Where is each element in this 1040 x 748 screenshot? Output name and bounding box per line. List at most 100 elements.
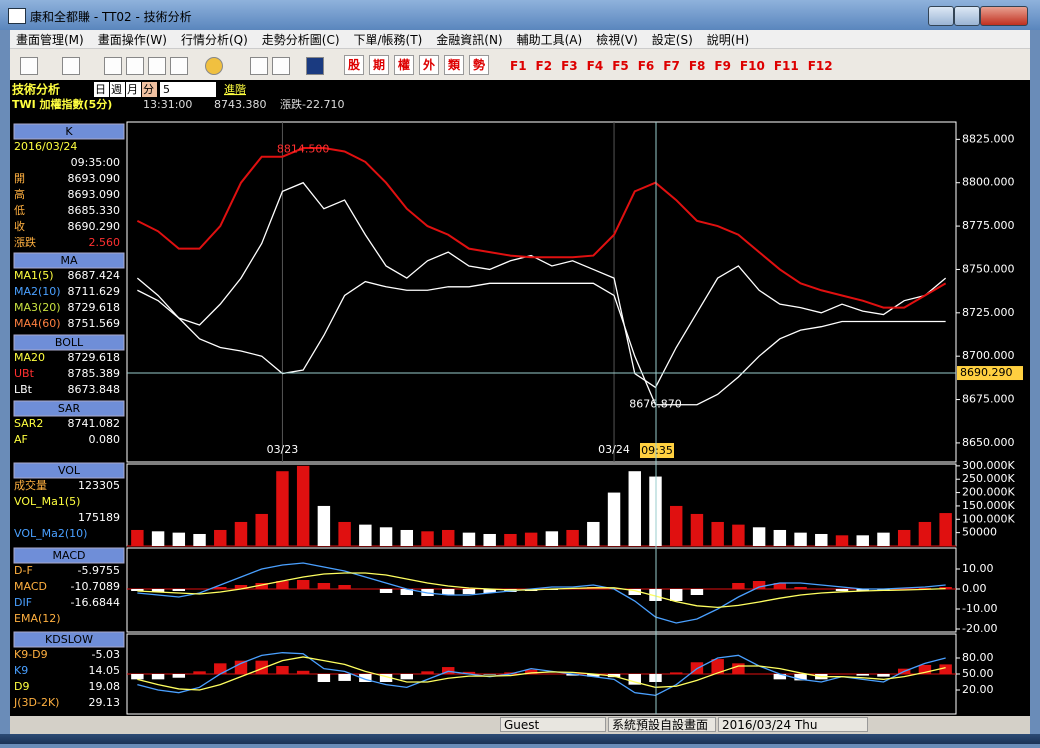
tool-icon[interactable]: [170, 57, 188, 75]
taskbar: [0, 734, 1040, 744]
bar: [628, 674, 641, 685]
status-datetime: 2016/03/24 Thu 14:12:27: [718, 717, 868, 747]
row-label: LBt: [14, 383, 33, 396]
y-tick-label: 250.000K: [962, 472, 1015, 485]
row-value: 8729.618: [68, 301, 121, 314]
close-button[interactable]: [980, 6, 1028, 26]
section-header: [13, 547, 125, 564]
menu-item[interactable]: 檢視(V): [596, 32, 638, 47]
market-button[interactable]: 外: [419, 55, 439, 75]
tool-icon[interactable]: [205, 57, 223, 75]
y-tick-label: 150.000K: [962, 499, 1015, 512]
panel-frame: [126, 547, 957, 633]
tool-icon[interactable]: [148, 57, 166, 75]
bar: [276, 666, 289, 674]
y-tick-label: 8675.000: [962, 393, 1015, 406]
bar: [773, 674, 787, 680]
bar: [255, 660, 268, 674]
minimize-button[interactable]: [928, 6, 954, 26]
bar: [877, 532, 890, 546]
menu-item[interactable]: 設定(S): [651, 32, 693, 47]
tool-icon[interactable]: [20, 57, 38, 75]
bar: [172, 589, 186, 591]
menu-item[interactable]: 走勢分析圖(C): [261, 32, 340, 47]
row-value: -10.7089: [71, 580, 120, 593]
row-value: 8673.848: [68, 383, 121, 396]
market-button[interactable]: 類: [444, 55, 464, 75]
menu-item[interactable]: 下單/帳務(T): [353, 32, 423, 47]
panel-frame: [126, 121, 957, 463]
interval-select[interactable]: 5: [163, 83, 170, 96]
bar: [359, 674, 372, 682]
menu-item[interactable]: 畫面管理(M): [16, 32, 84, 47]
row-label: MA2(10): [14, 285, 61, 298]
function-key[interactable]: F3: [561, 59, 578, 73]
bar: [918, 588, 932, 589]
period-button[interactable]: 分: [143, 83, 154, 96]
row-value: 8685.330: [68, 204, 121, 217]
bar: [214, 587, 227, 589]
menu-bar: 畫面管理(M) 畫面操作(W) 行情分析(Q) 走勢分析圖(C) 下單/帳務(T) 金融資…: [10, 30, 1030, 48]
tool-icon[interactable]: [306, 57, 324, 75]
bar: [669, 672, 683, 674]
function-key[interactable]: F2: [535, 59, 553, 73]
market-button[interactable]: 期: [369, 55, 389, 75]
function-key[interactable]: F8: [688, 59, 706, 73]
bar: [234, 521, 248, 546]
row-value: 8751.569: [68, 317, 121, 330]
function-key[interactable]: F6: [637, 59, 655, 73]
tool-icon[interactable]: [272, 57, 290, 75]
section-header: [13, 334, 125, 351]
row-label: 漲跌: [14, 235, 36, 249]
tool-icon[interactable]: [62, 57, 80, 75]
market-button[interactable]: 股: [344, 55, 364, 75]
bar: [317, 583, 331, 589]
row-label: 開: [14, 172, 25, 185]
period-button[interactable]: 週: [111, 83, 122, 96]
market-button[interactable]: 權: [394, 55, 414, 75]
bar: [587, 521, 600, 546]
price-annotation: 8676.870: [629, 397, 682, 410]
bar: [649, 476, 662, 546]
function-key[interactable]: F4: [586, 59, 604, 73]
row-value: 09:35:00: [71, 156, 120, 169]
function-key[interactable]: F11: [773, 59, 799, 73]
status-bar: Guest 系統預設自設畫面 2016/03/24 Thu 14:12:27: [10, 716, 1030, 747]
function-key[interactable]: F1: [510, 59, 527, 73]
menu-item[interactable]: 輔助工具(A): [516, 32, 583, 47]
tool-icon[interactable]: [250, 57, 268, 75]
function-key[interactable]: F10: [739, 59, 765, 73]
advanced-link[interactable]: 進階: [224, 82, 246, 96]
function-keys: F1 F2 F3 F4 F5 F6 F7 F8 F9 F10 F11 F12: [510, 59, 833, 73]
row-label: 高: [14, 187, 25, 201]
row-value: -16.6844: [71, 596, 120, 609]
function-key[interactable]: F5: [612, 59, 629, 73]
function-key[interactable]: F7: [663, 59, 680, 73]
bar: [545, 673, 559, 674]
y-tick-label: 100.000K: [962, 512, 1015, 525]
period-button[interactable]: 日: [95, 83, 106, 96]
bar: [877, 674, 890, 677]
menu-item[interactable]: 行情分析(Q): [180, 32, 248, 47]
section-title: VOL: [58, 464, 81, 477]
bar: [151, 589, 165, 592]
menu-item[interactable]: 說明(H): [706, 32, 750, 47]
row-value: -5.03: [92, 648, 120, 661]
market-button[interactable]: 勢: [469, 55, 489, 75]
maximize-button[interactable]: [954, 6, 980, 26]
y-tick-label: 300.000K: [962, 459, 1015, 472]
bar: [400, 589, 414, 595]
row-value: 8687.424: [68, 269, 121, 282]
series-line: [137, 181, 947, 389]
function-key[interactable]: F9: [714, 59, 731, 73]
tool-icon[interactable]: [126, 57, 144, 75]
menu-item[interactable]: 畫面操作(W): [97, 32, 167, 47]
period-button[interactable]: 月: [127, 83, 138, 96]
period-box: [126, 82, 141, 97]
bar: [628, 589, 641, 595]
function-key[interactable]: F12: [807, 59, 833, 73]
menu-item[interactable]: 金融資訊(N): [436, 32, 503, 47]
tool-icon[interactable]: [104, 57, 122, 75]
bar: [379, 527, 393, 546]
row-label: VOL_Ma1(5): [14, 495, 80, 508]
